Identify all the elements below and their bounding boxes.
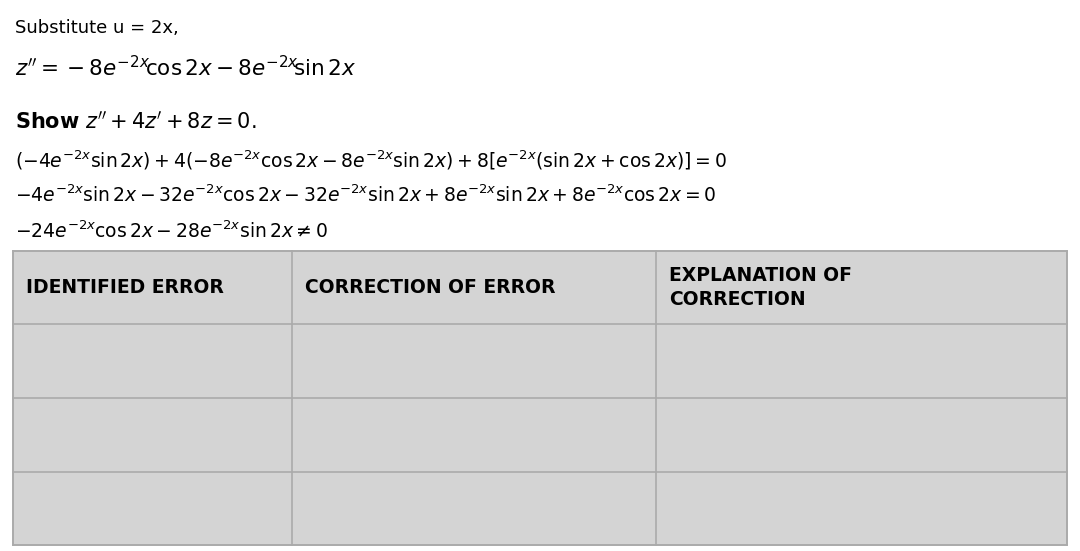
Text: $-4e^{-2x}\sin 2x - 32e^{-2x}\cos 2x - 32e^{-2x}\sin 2x + 8e^{-2x}\sin 2x + 8e^{: $-4e^{-2x}\sin 2x - 32e^{-2x}\cos 2x - 3… <box>15 185 717 206</box>
Text: $\mathbf{Show}\ z'' + 4z' + 8z = 0.$: $\mathbf{Show}\ z'' + 4z' + 8z = 0.$ <box>15 110 257 132</box>
Text: $-24e^{-2x}\cos 2x - 28e^{-2x}\sin 2x \neq 0$: $-24e^{-2x}\cos 2x - 28e^{-2x}\sin 2x \n… <box>15 220 328 242</box>
Text: $(-4e^{-2x}\sin 2x) + 4(-8e^{-2x}\cos 2x - 8e^{-2x}\sin 2x) + 8[e^{-2x}(\sin 2x : $(-4e^{-2x}\sin 2x) + 4(-8e^{-2x}\cos 2x… <box>15 149 727 172</box>
Text: Substitute u = 2x,: Substitute u = 2x, <box>15 19 179 37</box>
FancyBboxPatch shape <box>13 251 1067 545</box>
Text: $z'' = -8e^{-2x}\!\cos 2x - 8e^{-2x}\!\sin 2x$: $z'' = -8e^{-2x}\!\cos 2x - 8e^{-2x}\!\s… <box>15 55 356 80</box>
Text: CORRECTION OF ERROR: CORRECTION OF ERROR <box>306 278 556 297</box>
Text: IDENTIFIED ERROR: IDENTIFIED ERROR <box>26 278 224 297</box>
Text: EXPLANATION OF
CORRECTION: EXPLANATION OF CORRECTION <box>669 266 852 309</box>
